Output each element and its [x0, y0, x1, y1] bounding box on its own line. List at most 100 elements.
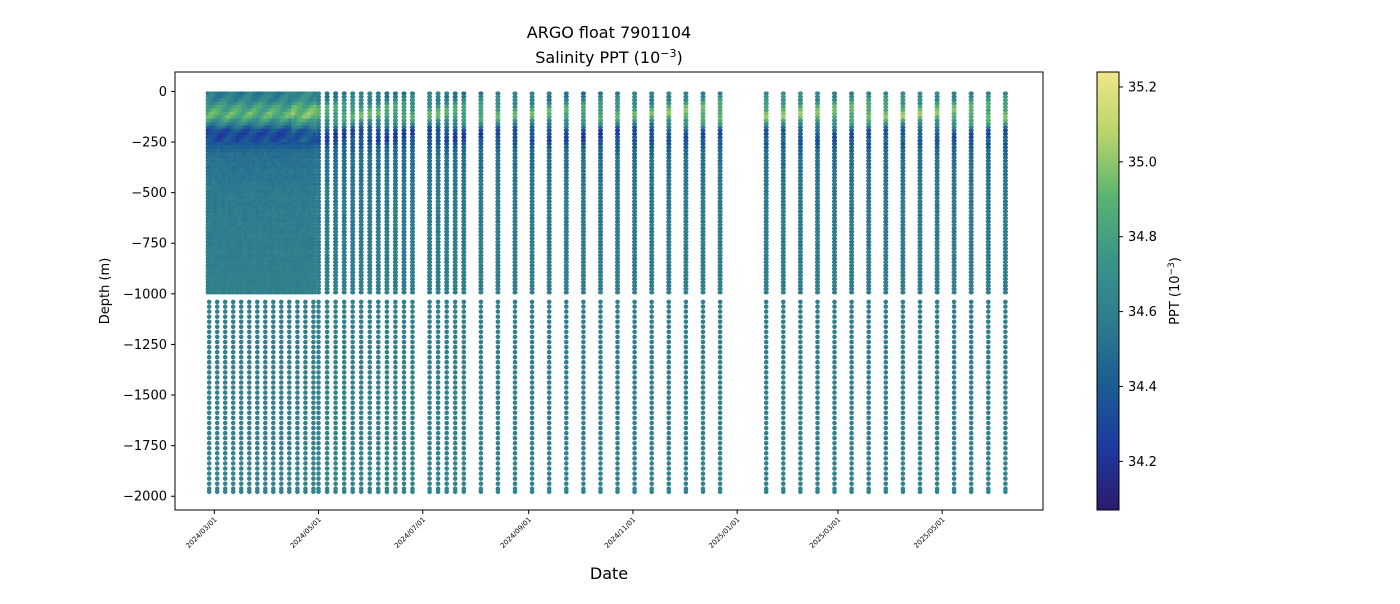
profile-segment	[375, 199, 381, 204]
profile-segment	[246, 142, 251, 146]
data-point	[410, 344, 415, 350]
profile-segment	[296, 239, 301, 244]
data-point	[341, 456, 347, 461]
profile-segment	[271, 206, 276, 211]
profile-segment	[208, 206, 213, 211]
profile-segment	[277, 199, 282, 204]
data-point	[512, 466, 518, 471]
profile-segment	[208, 115, 213, 119]
profile-segment	[315, 162, 322, 167]
profile-segment	[257, 246, 262, 251]
profile-segment	[227, 182, 232, 187]
data-point	[512, 329, 518, 335]
data-point	[512, 410, 518, 416]
data-point	[238, 370, 244, 375]
profile-segment	[241, 263, 246, 268]
data-point	[376, 324, 381, 330]
profile-segment	[263, 121, 268, 126]
profile-segment	[367, 229, 373, 234]
profile-segment	[222, 270, 227, 275]
profile-segment	[227, 219, 232, 224]
dense-profile-band	[288, 91, 293, 295]
data-point	[295, 365, 300, 370]
profile-segment	[252, 260, 257, 265]
profile-segment	[288, 256, 293, 261]
profile-segment	[271, 182, 276, 187]
profile-segment	[241, 155, 246, 160]
profile-segment	[252, 155, 257, 160]
profile-segment	[333, 243, 339, 248]
profile-segment	[341, 290, 347, 295]
data-point	[311, 304, 316, 309]
profile-segment	[246, 246, 251, 251]
data-point	[287, 314, 292, 320]
data-point	[222, 400, 228, 406]
profile-segment	[288, 155, 293, 160]
profile-segment	[208, 233, 213, 238]
profile-segment	[233, 148, 238, 153]
profile-segment	[222, 158, 227, 163]
data-point	[271, 354, 276, 360]
data-point	[350, 359, 356, 365]
data-point	[287, 481, 292, 487]
profile-segment	[291, 287, 295, 292]
profile-segment	[238, 233, 243, 238]
data-point	[435, 466, 441, 471]
profile-segment	[213, 206, 218, 211]
data-point	[350, 435, 356, 441]
data-point	[358, 299, 364, 305]
data-point	[303, 410, 308, 416]
profile-segment	[307, 179, 312, 184]
profile-segment	[241, 169, 246, 173]
data-point	[214, 354, 220, 360]
profile-segment	[392, 185, 398, 190]
data-point	[376, 446, 381, 451]
profile-segment	[291, 202, 295, 207]
profile-segment	[296, 236, 301, 241]
profile-segment	[257, 263, 262, 268]
profile-segment	[350, 266, 356, 271]
data-point	[478, 410, 484, 416]
data-point	[376, 435, 381, 441]
data-point	[358, 375, 364, 380]
data-point	[279, 319, 284, 325]
data-point	[303, 440, 308, 446]
data-point	[247, 471, 252, 476]
data-point	[214, 425, 220, 431]
data-point	[333, 370, 338, 375]
data-point	[316, 435, 321, 441]
data-point	[367, 489, 373, 495]
profile-segment	[222, 91, 227, 96]
profile-segment	[216, 270, 221, 275]
profile-segment	[257, 260, 262, 265]
profile-segment	[238, 189, 243, 194]
data-point	[238, 395, 244, 401]
profile-segment	[296, 277, 301, 281]
data-point	[350, 440, 356, 446]
profile-segment	[324, 290, 330, 295]
profile-segment	[296, 185, 301, 190]
profile-segment	[313, 135, 317, 140]
profile-segment	[313, 199, 317, 204]
profile-segment	[216, 138, 221, 143]
profile-segment	[222, 162, 227, 167]
data-point	[495, 349, 501, 355]
data-point	[384, 395, 390, 401]
data-point	[350, 380, 356, 385]
data-point	[461, 430, 467, 436]
data-point	[230, 476, 236, 481]
profile-segment	[208, 283, 213, 288]
data-point	[350, 395, 356, 401]
profile-column	[435, 91, 441, 295]
data-point	[238, 390, 244, 395]
profile-segment	[291, 179, 295, 184]
profile-segment	[302, 148, 306, 153]
data-point	[214, 395, 220, 401]
profile-segment	[271, 142, 276, 146]
profile-segment	[282, 91, 287, 96]
profile-segment	[324, 280, 330, 285]
data-point	[230, 415, 236, 421]
data-point	[341, 390, 347, 395]
profile-segment	[266, 246, 271, 251]
data-point	[287, 375, 292, 380]
